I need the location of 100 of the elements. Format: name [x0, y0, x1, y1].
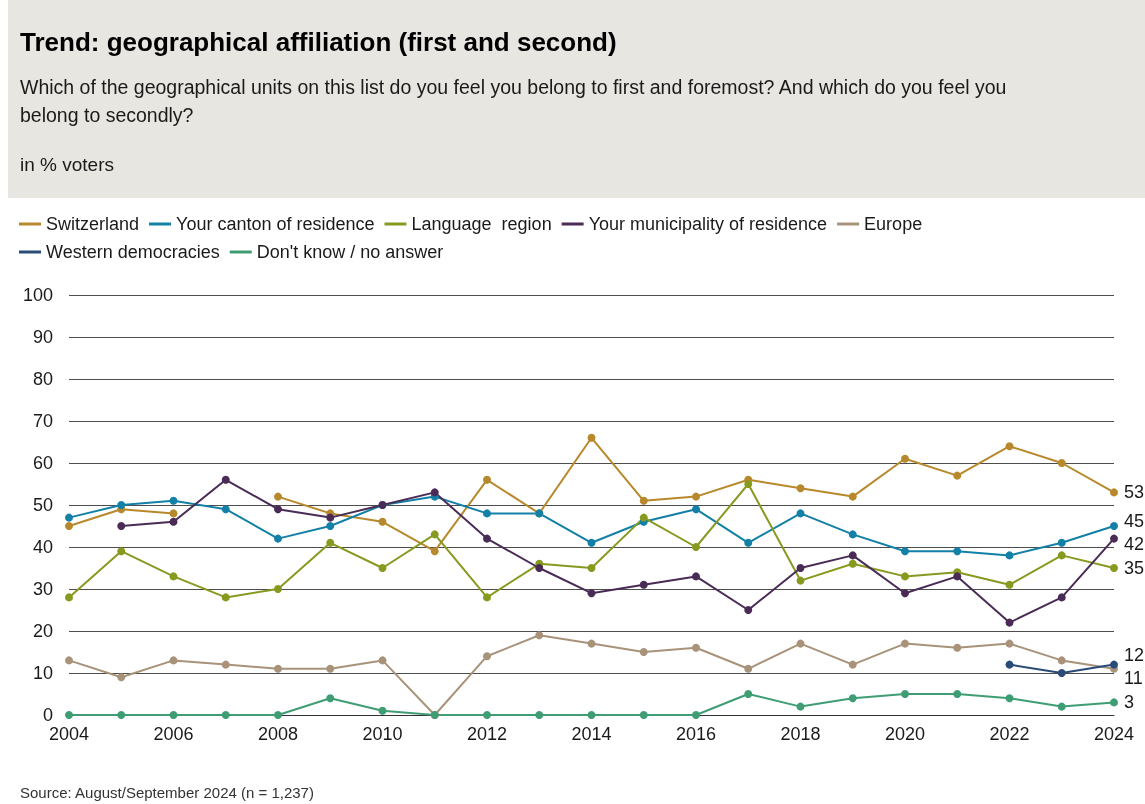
point — [535, 711, 544, 719]
point — [483, 652, 491, 661]
point — [744, 664, 753, 673]
point — [326, 522, 335, 530]
point — [1005, 694, 1014, 703]
point — [169, 496, 178, 505]
point — [901, 589, 909, 598]
point — [953, 572, 962, 581]
legend-label: Your canton of residence — [176, 214, 375, 234]
y-tick-label: 70 — [32, 411, 53, 431]
point — [535, 564, 544, 572]
point — [1005, 580, 1014, 589]
x-tick-label: 2010 — [362, 724, 403, 744]
point — [274, 505, 282, 514]
point — [221, 711, 230, 719]
point — [1057, 593, 1066, 602]
point — [117, 547, 126, 556]
point — [483, 593, 491, 602]
point — [274, 534, 282, 543]
point — [274, 664, 282, 673]
x-tick-label: 2012 — [466, 724, 508, 744]
point — [744, 606, 753, 614]
point — [1005, 660, 1014, 669]
point — [430, 547, 439, 556]
point — [692, 572, 700, 581]
point — [587, 711, 596, 719]
point — [117, 522, 126, 530]
point — [901, 454, 909, 463]
point — [221, 593, 230, 602]
chart-title: Trend: geographical affiliation (first and second) — [20, 27, 617, 58]
point — [1110, 534, 1118, 543]
point — [274, 492, 282, 501]
point — [848, 660, 857, 669]
point — [65, 522, 73, 530]
y-tick-label: 30 — [32, 579, 53, 599]
point — [65, 593, 73, 602]
point — [587, 564, 596, 572]
y-tick-label: 50 — [32, 495, 53, 515]
point — [744, 690, 753, 698]
point — [901, 547, 909, 556]
point — [1110, 488, 1118, 497]
point — [692, 643, 700, 652]
point — [430, 530, 439, 539]
point — [639, 648, 648, 656]
x-tick-label: 2020 — [884, 724, 926, 744]
x-tick-label: 2008 — [257, 724, 299, 744]
point — [483, 475, 491, 484]
y-tick-label: 60 — [32, 453, 53, 473]
y-tick-label: 10 — [32, 663, 53, 683]
x-tick-label: 2024 — [1093, 724, 1135, 744]
point — [378, 706, 387, 715]
data-label: 12 — [1124, 645, 1145, 666]
point — [796, 576, 805, 585]
point — [169, 572, 178, 581]
point — [1057, 702, 1066, 711]
legend-label: Western democracies — [46, 242, 220, 262]
point — [953, 690, 962, 698]
point — [117, 673, 126, 682]
point — [796, 484, 805, 493]
data-label: 35 — [1124, 558, 1145, 578]
point — [221, 505, 230, 514]
point — [65, 656, 73, 665]
data-label: 11 — [1124, 668, 1143, 689]
point — [221, 660, 230, 669]
point — [796, 702, 805, 711]
y-tick-label: 80 — [32, 369, 53, 389]
point — [587, 538, 596, 547]
x-tick-label: 2018 — [780, 724, 821, 744]
point — [483, 711, 491, 719]
point — [1110, 660, 1118, 669]
point — [483, 509, 491, 518]
point — [326, 538, 335, 547]
text: in % voters — [20, 154, 114, 176]
legend-label: Language region — [411, 214, 552, 234]
x-tick-label: 2022 — [989, 724, 1030, 744]
data-label: 45 — [1124, 510, 1145, 531]
data-label: 53 — [1124, 482, 1145, 503]
point — [430, 488, 439, 497]
x-tick-label: 2016 — [675, 724, 717, 744]
point — [639, 580, 648, 589]
point — [1110, 522, 1118, 530]
point — [65, 513, 73, 522]
point — [848, 559, 857, 568]
y-tick-label: 40 — [32, 537, 53, 557]
point — [848, 492, 857, 501]
chart-subtitle: Which of the geographical units on this list do you feel you belong to first and foremost? And which do you feel you belong to secondly? — [20, 75, 1008, 128]
point — [639, 496, 648, 505]
point — [587, 589, 596, 598]
point — [848, 530, 857, 539]
point — [692, 543, 700, 551]
point — [587, 433, 596, 442]
point — [1057, 656, 1066, 665]
x-tick-label: 2006 — [153, 724, 194, 744]
legend-label: Europe — [864, 214, 923, 234]
point — [378, 656, 387, 665]
point — [901, 639, 909, 648]
point — [274, 585, 282, 593]
point — [326, 694, 335, 703]
point — [1057, 538, 1066, 547]
legend-label: Your municipality of residence — [588, 214, 828, 234]
